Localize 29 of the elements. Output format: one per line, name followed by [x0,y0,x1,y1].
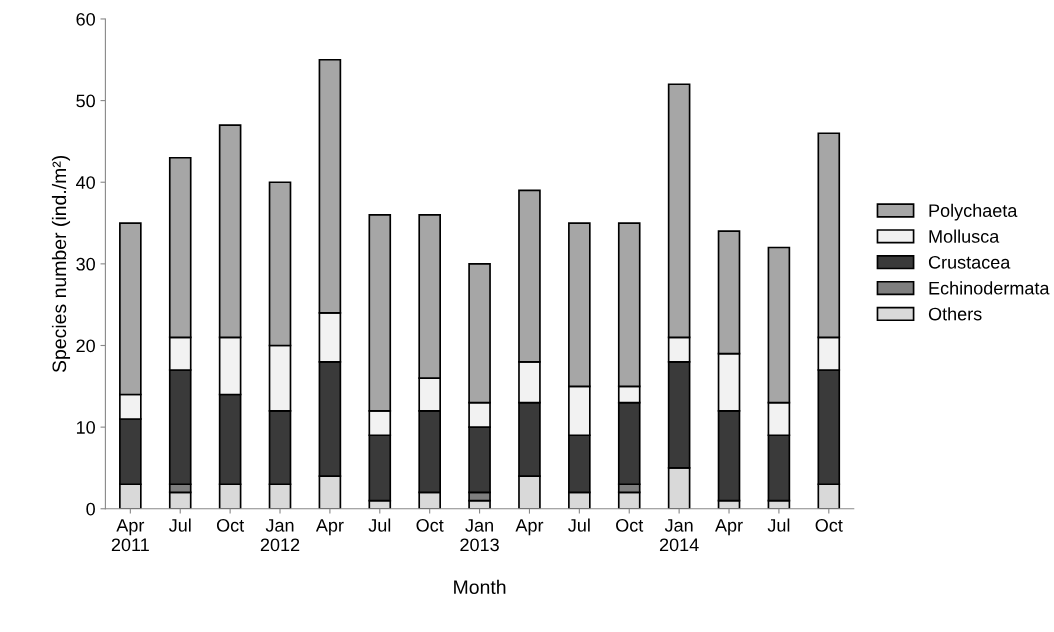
x-tick-label: Jul [368,518,391,532]
y-tick-label: 0 [86,502,95,516]
y-tick-label: 50 [76,94,95,108]
x-tick-label: Apr [515,519,544,536]
y-tick-label: 60 [76,12,95,26]
x-tick-label: Apr [315,519,344,536]
x-tick-label: Jul [767,518,790,532]
legend-label: Echinodermata [929,281,1050,295]
x-tick-label: Jul [168,518,191,532]
x-tick-label: Jan 2012 [260,519,300,552]
x-tick-label: Apr 2011 [111,519,149,552]
y-tick-label: 20 [76,339,95,353]
x-tick-label: Oct [815,518,843,532]
y-axis-title: Species number (ind./m²) [51,155,71,373]
x-tick-label: Apr [715,519,743,536]
x-tick-label: Oct [616,518,644,532]
y-tick-label: 10 [76,421,95,434]
legend-label: Crustacea [928,255,1011,269]
y-tick-label: 30 [76,257,95,271]
legend-label: Others [928,307,982,321]
x-tick-label: Jan 2013 [460,519,499,552]
x-tick-label: Jul [568,518,590,532]
x-tick-label: Oct [416,518,444,532]
legend-label: Polychaeta [929,203,1018,221]
x-tick-label: Jan 2014 [659,519,699,552]
x-axis-title: Month [454,579,506,595]
legend-label: Mollusca [929,229,1000,243]
x-tick-label: Oct [216,518,245,532]
y-tick-label: 40 [76,176,95,189]
